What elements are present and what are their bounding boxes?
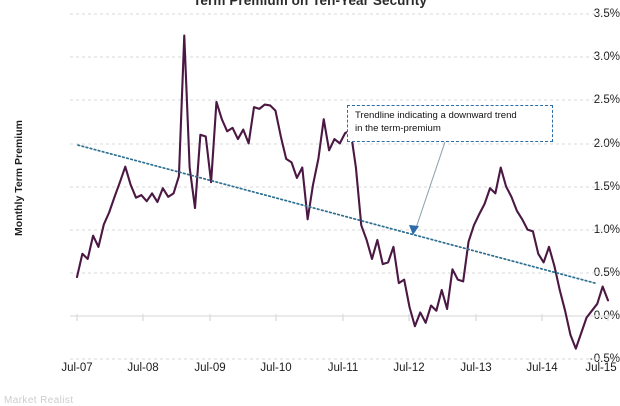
x-tick-jul-08: Jul-08 bbox=[127, 362, 159, 374]
trendline-annotation: Trendline indicating a downward trend in… bbox=[347, 105, 553, 142]
x-tick-jul-12: Jul-12 bbox=[393, 362, 425, 374]
annotation-line-2: in the term-premium bbox=[355, 122, 441, 134]
x-tick-jul-14: Jul-14 bbox=[526, 362, 558, 374]
callout-leader-line bbox=[409, 141, 446, 235]
chart-title: Term Premium on Ten-Year Security bbox=[193, 0, 427, 8]
x-tick-jul-10: Jul-10 bbox=[260, 362, 292, 374]
annotation-line-1: Trendline indicating a downward trend bbox=[355, 110, 517, 121]
watermark: Market Realist bbox=[4, 395, 74, 406]
x-tick-jul-07: Jul-07 bbox=[61, 362, 93, 374]
x-tick-jul-13: Jul-13 bbox=[460, 362, 492, 374]
x-tick-jul-15: Jul-15 bbox=[585, 362, 617, 374]
x-tick-jul-11: Jul-11 bbox=[327, 362, 359, 374]
x-axis-line bbox=[70, 314, 614, 321]
x-tick-jul-09: Jul-09 bbox=[194, 362, 226, 374]
trendline bbox=[77, 144, 596, 284]
term-premium-line bbox=[75, 34, 610, 350]
gridlines bbox=[70, 13, 620, 360]
